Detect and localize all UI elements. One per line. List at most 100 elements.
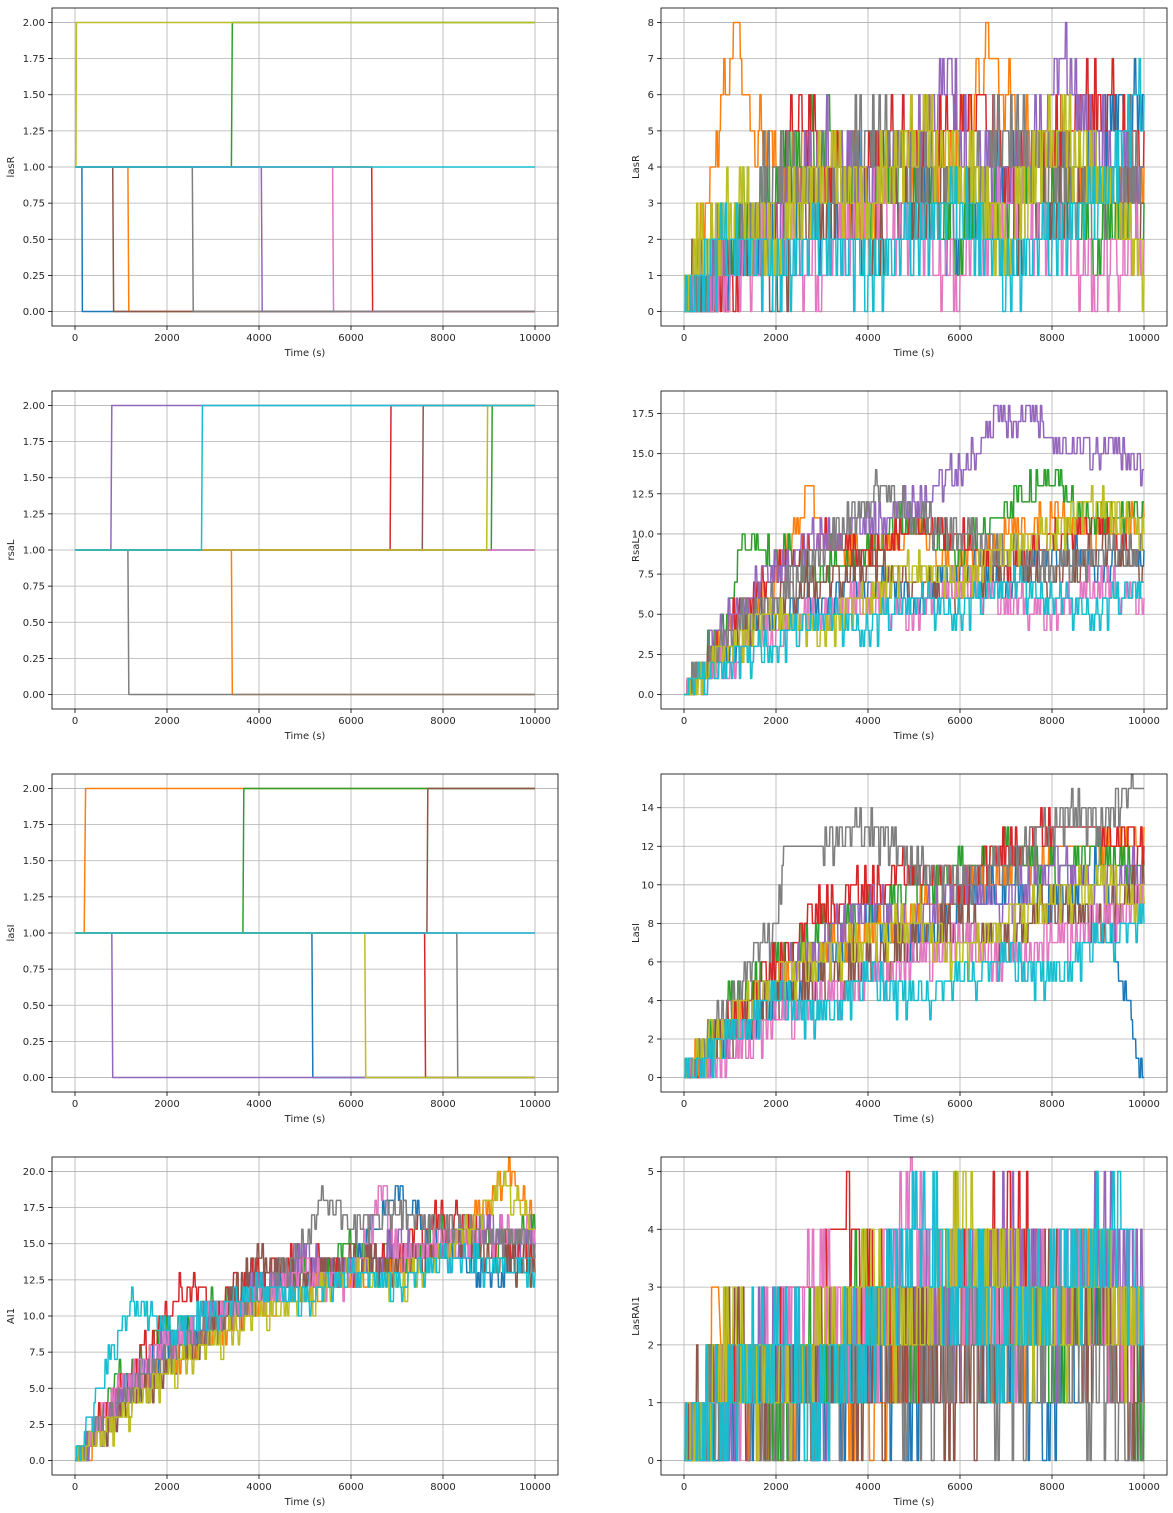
x-tick-label: 6000 (947, 1482, 972, 1493)
y-tick-label: 0.25 (23, 271, 45, 282)
x-tick-label: 8000 (1039, 716, 1064, 727)
y-tick-label: 5.0 (29, 1384, 45, 1395)
y-tick-label: 0 (648, 1456, 654, 1467)
y-axis-label: AI1 (6, 1308, 17, 1324)
x-tick-label: 10000 (1128, 1099, 1160, 1110)
y-tick-label: 5.0 (638, 610, 654, 621)
y-tick-label: 12 (641, 842, 654, 853)
subplot-6: 0 2000 4000 6000 8000 10000 0 2 4 6 8 10 12 14 Time (s… (631, 773, 1168, 1125)
x-tick-label: 0 (72, 716, 78, 727)
x-tick-label: 4000 (246, 1099, 271, 1110)
y-tick-label: 20.0 (23, 1167, 45, 1178)
y-tick-label: 1.75 (23, 437, 45, 448)
y-tick-label: 2 (648, 1340, 654, 1351)
x-tick-label: 8000 (1039, 1482, 1064, 1493)
y-axis-label: LasRAI1 (631, 1296, 642, 1336)
x-tick-label: 2000 (763, 1482, 788, 1493)
y-tick-label: 17.5 (632, 409, 654, 420)
x-tick-label: 2000 (154, 333, 179, 344)
y-tick-label: 0.25 (23, 654, 45, 665)
y-tick-label: 0 (648, 1073, 654, 1084)
y-tick-label: 8 (648, 18, 654, 29)
x-tick-label: 4000 (855, 716, 880, 727)
y-tick-label: 1 (648, 1398, 654, 1409)
y-tick-label: 1.50 (23, 473, 45, 484)
ticks: 0 2000 4000 6000 8000 10000 0.00 0.25 0.50 0.75 1.… (23, 784, 551, 1110)
x-axis-label: Time (s) (893, 1114, 935, 1125)
y-tick-label: 2.5 (638, 650, 654, 661)
y-tick-label: 14 (641, 803, 654, 814)
y-tick-label: 2.00 (23, 401, 45, 412)
y-tick-label: 10 (641, 880, 654, 891)
series-group (684, 1157, 1145, 1462)
axes-frame (660, 390, 1168, 710)
x-tick-label: 4000 (855, 1099, 880, 1110)
axes-frame (660, 773, 1168, 1093)
y-tick-label: 17.5 (23, 1203, 45, 1214)
y-tick-label: 0.00 (23, 690, 45, 701)
y-tick-label: 0.50 (23, 1001, 45, 1012)
y-axis-label: RsaL (631, 538, 642, 562)
y-tick-label: 1.25 (23, 126, 45, 137)
x-tick-label: 4000 (855, 1482, 880, 1493)
x-tick-label: 10000 (1128, 1482, 1160, 1493)
y-tick-label: 15.0 (632, 449, 654, 460)
subplot-8: 0 2000 4000 6000 8000 10000 0 1 2 3 4 5 Time (s) LasR… (631, 1156, 1168, 1508)
x-tick-label: 10000 (519, 1099, 551, 1110)
y-axis-label: rsaL (6, 539, 17, 560)
y-tick-label: 7.5 (638, 570, 654, 581)
y-tick-label: 6 (648, 90, 654, 101)
x-axis-label: Time (s) (284, 1114, 326, 1125)
x-tick-label: 6000 (338, 1482, 363, 1493)
y-tick-label: 0.75 (23, 582, 45, 593)
y-tick-label: 10.0 (23, 1312, 45, 1323)
x-tick-label: 2000 (154, 1099, 179, 1110)
x-tick-label: 8000 (1039, 333, 1064, 344)
y-axis-label: lasI (6, 924, 17, 941)
series-line-10 (75, 404, 535, 551)
y-tick-label: 12.5 (23, 1275, 45, 1286)
y-tick-label: 1.25 (23, 509, 45, 520)
y-tick-label: 1.25 (23, 892, 45, 903)
x-tick-label: 10000 (1128, 716, 1160, 727)
x-tick-label: 0 (681, 716, 687, 727)
x-tick-label: 0 (681, 333, 687, 344)
y-tick-label: 1 (648, 271, 654, 282)
y-tick-label: 4 (648, 1225, 654, 1236)
x-tick-label: 10000 (519, 333, 551, 344)
ticks: 0 2000 4000 6000 8000 10000 0.00 0.25 0.50 0.75 1.… (23, 18, 551, 344)
x-tick-label: 10000 (519, 716, 551, 727)
y-tick-label: 2 (648, 1035, 654, 1046)
y-tick-label: 2 (648, 235, 654, 246)
y-tick-label: 1.00 (23, 546, 45, 557)
x-tick-label: 6000 (947, 716, 972, 727)
y-tick-label: 15.0 (23, 1239, 45, 1250)
y-tick-label: 0.0 (638, 690, 654, 701)
y-tick-label: 2.00 (23, 18, 45, 29)
y-tick-label: 1.75 (23, 54, 45, 65)
y-tick-label: 12.5 (632, 489, 654, 500)
x-tick-label: 4000 (246, 716, 271, 727)
y-axis-label: LasI (631, 923, 642, 943)
series-group (684, 404, 1145, 696)
series-line-10 (684, 57, 1145, 313)
x-tick-label: 2000 (154, 1482, 179, 1493)
y-tick-label: 0.75 (23, 965, 45, 976)
y-axis-label: lasR (6, 156, 17, 177)
y-tick-label: 1.75 (23, 820, 45, 831)
y-tick-label: 5 (648, 1167, 654, 1178)
subplot-3: 0 2000 4000 6000 8000 10000 0.00 0.25 0.50 0.75 1.… (6, 390, 559, 742)
subplot-5: 0 2000 4000 6000 8000 10000 0.00 0.25 0.50 0.75 1.… (6, 773, 559, 1125)
series-group (75, 787, 535, 1079)
y-tick-label: 0.50 (23, 618, 45, 629)
x-axis-label: Time (s) (893, 348, 935, 359)
y-tick-label: 1.50 (23, 90, 45, 101)
x-tick-label: 8000 (430, 716, 455, 727)
subplot-7: 0 2000 4000 6000 8000 10000 0.0 2.5 5.0 7.5 10.0 12… (6, 1156, 559, 1508)
series-line-8 (684, 468, 1145, 696)
y-tick-label: 0.25 (23, 1037, 45, 1048)
x-tick-label: 6000 (338, 1099, 363, 1110)
x-tick-label: 6000 (947, 333, 972, 344)
x-tick-label: 0 (72, 1099, 78, 1110)
